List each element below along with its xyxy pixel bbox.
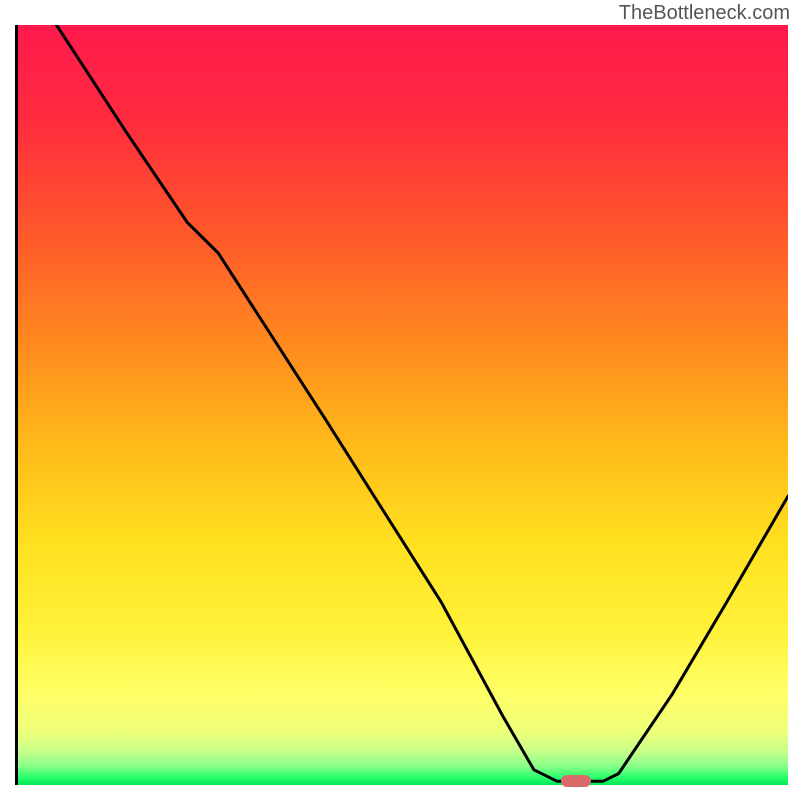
watermark-text: TheBottleneck.com — [619, 2, 790, 25]
plot-area — [15, 25, 785, 785]
optimal-marker — [561, 775, 591, 787]
bottleneck-curve — [18, 25, 788, 785]
